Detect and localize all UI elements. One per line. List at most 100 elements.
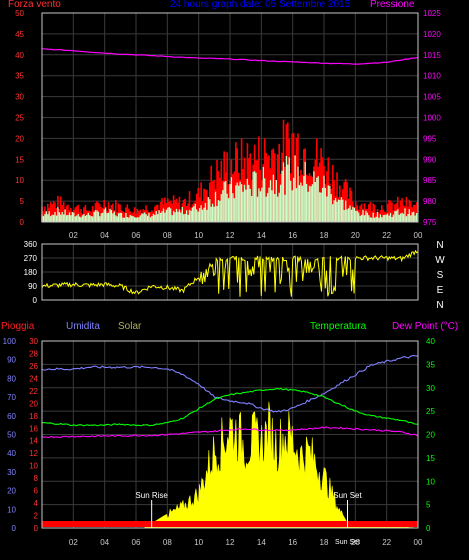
humidity-axis-tick: 90 (7, 356, 16, 365)
temp-x-tick: 12 (226, 538, 235, 547)
dewpoint-label: Dew Point (°C) (392, 321, 459, 332)
wind-gust-series (41, 119, 418, 222)
temp-axis-tick: 5 (426, 501, 431, 510)
wind-axis-tick: 35 (15, 72, 24, 81)
humidity-axis-tick: 30 (7, 468, 16, 477)
rain-axis-tick: 30 (29, 337, 38, 346)
rain-axis-tick: 8 (34, 474, 39, 483)
wind-x-tick: 04 (100, 231, 109, 240)
dewpoint-series (41, 426, 419, 439)
rain-axis-tick: 22 (29, 387, 38, 396)
temp-x-tick: 08 (163, 538, 172, 547)
temp-x-tick: 14 (257, 538, 266, 547)
humidity-axis-tick: 40 (7, 449, 16, 458)
compass-letter: N (436, 300, 443, 311)
sun-set-label: Sun Set (333, 491, 362, 500)
wind-axis-tick: 15 (15, 155, 24, 164)
wind-axis-tick: 45 (15, 30, 24, 39)
temp-x-tick: 10 (194, 538, 203, 547)
pressure-axis-tick: 990 (423, 155, 437, 164)
sun-rise-label: Sun Rise (135, 491, 168, 500)
wind-x-tick: 14 (257, 231, 266, 240)
compass-letter: S (437, 270, 444, 281)
direction-panel-frame (41, 243, 419, 301)
rain-axis-tick: 26 (29, 362, 38, 371)
pressure-axis-tick: 1025 (423, 9, 441, 18)
wind-axis-tick: 10 (15, 176, 24, 185)
wind-axis-tick: 5 (20, 197, 25, 206)
solar-label: Solar (118, 321, 142, 332)
humidity-axis-tick: 80 (7, 374, 16, 383)
wind-x-tick: 20 (351, 231, 360, 240)
temp-axis-tick: 25 (426, 407, 435, 416)
rain-axis-tick: 18 (29, 412, 38, 421)
humidity-axis-tick: 20 (7, 487, 16, 496)
pressure-axis-tick: 1000 (423, 114, 441, 123)
rain-axis-tick: 16 (29, 424, 38, 433)
rain-axis-tick: 20 (29, 399, 38, 408)
wind-x-tick: 02 (69, 231, 78, 240)
rain-axis-tick: 0 (34, 524, 39, 533)
wind-axis-tick: 20 (15, 134, 24, 143)
pressure-axis-tick: 975 (423, 218, 437, 227)
temp-x-tick: 02 (69, 538, 78, 547)
pressure-axis-tick: 995 (423, 134, 437, 143)
wind-x-tick: 16 (288, 231, 297, 240)
pressure-axis-tick: 980 (423, 197, 437, 206)
temp-x-tick: 06 (132, 538, 141, 547)
temp-x-tick: 18 (320, 538, 329, 547)
temp-x-tick: 16 (288, 538, 297, 547)
page-title: 24 hours graph date: 05 Settembre 2015 (170, 0, 351, 10)
compass-letter: W (435, 255, 445, 266)
rain-axis-tick: 14 (29, 437, 38, 446)
rain-axis-tick: 12 (29, 449, 38, 458)
compass-letter: E (437, 285, 444, 296)
direction-axis-tick: 270 (24, 254, 38, 263)
rain-axis-tick: 4 (34, 499, 39, 508)
rain-series (42, 521, 418, 527)
pressure-axis-tick: 1005 (423, 93, 441, 102)
pressure-series (41, 48, 419, 65)
wind-x-tick: 00 (414, 231, 423, 240)
temperature-series (41, 387, 419, 427)
humidity-axis-tick: 70 (7, 393, 16, 402)
temp-axis-tick: 15 (426, 454, 435, 463)
rain-axis-tick: 28 (29, 349, 38, 358)
rain-axis-tick: 6 (34, 487, 39, 496)
direction-axis-tick: 360 (24, 240, 38, 249)
rain-label: Pioggia (1, 321, 35, 332)
solar-area-series (42, 401, 419, 529)
humidity-axis-tick: 100 (3, 337, 17, 346)
wind-x-tick: 18 (320, 231, 329, 240)
temp-panel-frame (41, 340, 419, 529)
wind-x-tick: 06 (132, 231, 141, 240)
wind-x-tick: 08 (163, 231, 172, 240)
temp-x-tick: 20 (351, 538, 360, 547)
temp-axis-tick: 40 (426, 337, 435, 346)
rain-axis-tick: 10 (29, 462, 38, 471)
rain-axis-tick: 2 (34, 512, 39, 521)
pressure-axis-tick: 985 (423, 176, 437, 185)
temp-axis-tick: 35 (426, 360, 435, 369)
wind-axis-tick: 50 (15, 9, 24, 18)
wind-x-tick: 12 (226, 231, 235, 240)
temp-axis-tick: 10 (426, 477, 435, 486)
wind-x-tick: 22 (382, 231, 391, 240)
pressure-axis-tick: 1015 (423, 51, 441, 60)
rain-axis-tick: 24 (29, 374, 38, 383)
temp-axis-tick: 0 (426, 524, 431, 533)
wind-label: Forza vento (8, 0, 61, 10)
direction-axis-tick: 90 (28, 282, 37, 291)
compass-letter: N (436, 240, 443, 251)
wind-panel-frame (41, 12, 419, 223)
wind-x-tick: 10 (194, 231, 203, 240)
temperature-label: Temperatura (310, 321, 367, 332)
humidity-label: Umidita (66, 321, 100, 332)
humidity-axis-tick: 0 (12, 524, 17, 533)
pressure-axis-tick: 1010 (423, 72, 441, 81)
pressure-axis-tick: 1020 (423, 30, 441, 39)
wind-axis-tick: 0 (20, 218, 25, 227)
humidity-axis-tick: 60 (7, 412, 16, 421)
